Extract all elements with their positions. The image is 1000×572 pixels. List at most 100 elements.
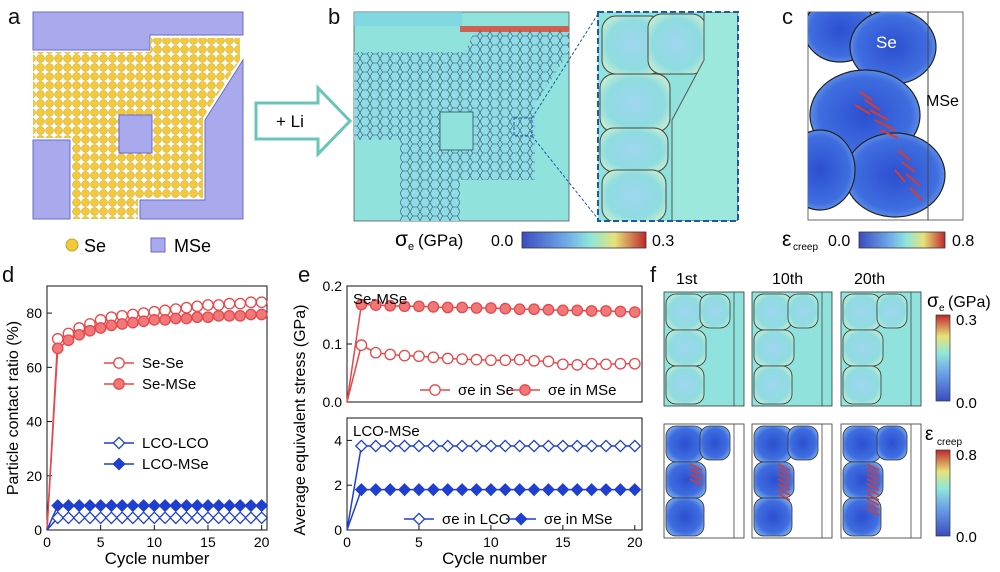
panel-f-maps: 1st 10th 20th σ e (GPa) 0.3 0.0 ε creep …: [663, 271, 991, 546]
sigma-subscript: e: [408, 241, 414, 253]
data-point-s0: [412, 439, 426, 453]
data-point-s1: [513, 483, 527, 497]
data-point-s0: [541, 439, 555, 453]
data-point-s1: [73, 328, 86, 341]
panel-letter-f: f: [650, 262, 657, 287]
f-sigma-colorbar: [935, 314, 951, 402]
data-point-s0: [441, 352, 454, 365]
legend-label: σe in MSe: [544, 511, 612, 528]
f-grain: [665, 329, 707, 367]
column-10th: 10th: [772, 271, 803, 288]
colorbar-c-gradient: [858, 231, 946, 249]
legend-marker: [113, 378, 125, 390]
f-creep-mark: [866, 508, 880, 516]
f-grain: [876, 293, 908, 329]
x-tick-label: 5: [415, 534, 423, 550]
legend-mse-label: MSe: [174, 236, 211, 256]
f-grain: [842, 461, 884, 499]
f-grain: [753, 425, 793, 463]
data-point-s1: [202, 311, 214, 324]
f-creep-mark: [777, 483, 791, 491]
data-point-s3: [158, 499, 172, 513]
data-point-s1: [614, 305, 627, 318]
data-point-s1: [527, 483, 541, 497]
data-point-s3: [212, 499, 226, 513]
legend-marker: [112, 457, 126, 471]
data-point-s3: [126, 499, 140, 513]
data-point-s1: [628, 306, 641, 318]
f-grain: [876, 425, 908, 461]
data-point-s1: [498, 483, 512, 497]
data-point-s1: [570, 483, 584, 497]
f-eps-max: 0.8: [956, 447, 977, 464]
y-tick-label: 0: [334, 522, 342, 538]
label-mse-region: MSe: [926, 93, 959, 110]
legend-label: σe in LCO: [442, 511, 510, 528]
data-point-s1: [116, 318, 128, 330]
data-point-s1: [398, 483, 412, 497]
data-point-s1: [398, 300, 411, 313]
data-point-s3: [94, 499, 108, 513]
data-point-s0: [398, 349, 411, 362]
panel-b-stress-map: [353, 11, 599, 222]
chart-contact-ratio: 0 20 40 60 80 0 5 10 15 20 Cycle number Particle co…: [5, 285, 270, 568]
data-point-s1: [255, 308, 268, 321]
y-tick-label: 20: [26, 468, 42, 484]
data-point-s0: [484, 439, 498, 453]
legend-mse-swatch: [150, 237, 166, 253]
data-point-s0: [556, 439, 570, 453]
data-point-s2: [169, 511, 183, 525]
f-creep-mark: [866, 478, 880, 486]
data-point-s1: [441, 301, 454, 314]
data-point-s2: [201, 511, 215, 525]
data-point-s0: [455, 439, 469, 453]
f-sigma-min: 0.0: [956, 395, 977, 412]
data-point-s0: [202, 299, 214, 311]
data-point-s0: [384, 348, 397, 361]
f-creep-mark: [689, 463, 703, 471]
y-axis-label: Particle contact ratio (%): [5, 321, 22, 495]
data-point-s1: [427, 301, 440, 313]
data-point-s1: [245, 308, 257, 321]
data-point-s2: [190, 511, 204, 525]
data-point-s0: [469, 439, 484, 453]
data-point-s2: [255, 511, 269, 525]
data-point-s0: [600, 358, 612, 371]
mse-center-square: [118, 114, 153, 154]
legend-se-label: Se: [84, 236, 106, 256]
data-point-s0: [585, 357, 598, 370]
mse-region-right: [139, 58, 244, 220]
f-creep-mark: [866, 463, 880, 471]
data-point-s1: [148, 314, 161, 326]
column-1st: 1st: [676, 271, 698, 288]
data-point-s1: [585, 483, 599, 497]
f-grain: [753, 497, 793, 537]
data-point-s3: [72, 499, 86, 513]
panel-c-creep-map: Se MSe: [807, 11, 964, 221]
data-point-s3: [115, 499, 129, 513]
f-creep-mark: [689, 473, 703, 481]
data-point-s2: [212, 511, 226, 525]
f-creep-mark: [777, 463, 791, 471]
data-point-s0: [398, 439, 412, 453]
plot-frame: [346, 417, 643, 531]
y-tick-label: 60: [26, 359, 42, 375]
data-point-s1: [105, 319, 118, 332]
y-tick-label: 0.2: [323, 278, 343, 294]
data-point-s2: [158, 511, 172, 525]
data-point-s0: [255, 296, 268, 309]
data-point-s3: [233, 499, 247, 513]
colorbar-b-gradient: [521, 231, 647, 249]
data-point-s2: [115, 511, 129, 525]
chart-e-ylabel: Average equivalent stress (GPa): [292, 305, 309, 536]
data-point-s1: [384, 299, 397, 312]
data-point-s1: [585, 305, 598, 317]
f-creep-mark: [866, 473, 880, 481]
data-point-s0: [427, 351, 440, 364]
data-point-s0: [441, 439, 455, 453]
lithiation-arrow: + Li: [254, 84, 353, 158]
data-point-s0: [513, 353, 526, 366]
f-sigma-unit: (GPa): [948, 294, 991, 311]
data-point-s0: [456, 353, 468, 365]
colorbar-b-min: 0.0: [491, 233, 513, 250]
